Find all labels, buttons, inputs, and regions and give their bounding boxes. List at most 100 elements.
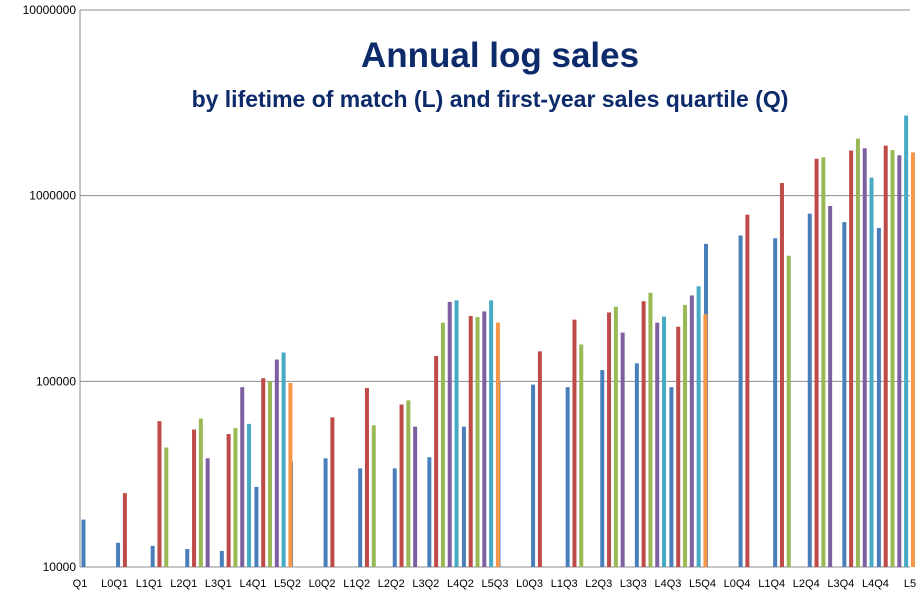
bar (779, 183, 784, 567)
bar (703, 314, 708, 567)
x-tick-label: L5Q2 (274, 578, 301, 590)
bar (669, 387, 674, 567)
bar (745, 214, 750, 568)
x-tick-label: L5Q4 (689, 578, 716, 590)
bar (440, 322, 445, 567)
bar (281, 352, 286, 567)
bar (655, 322, 660, 567)
bar (219, 550, 224, 567)
bar (689, 295, 694, 567)
chart-title: Annual log sales (360, 36, 640, 75)
bar (364, 388, 369, 567)
x-tick-label: L1Q4 (758, 578, 785, 590)
bar (489, 300, 494, 567)
bar (371, 425, 376, 567)
chart-subtitle: by lifetime of match (L) and first-year … (191, 86, 789, 112)
bar (662, 316, 667, 567)
bar (683, 304, 688, 567)
x-tick-label: L3Q2 (412, 578, 439, 590)
bar (205, 458, 210, 567)
bar (434, 355, 439, 567)
bar (849, 150, 854, 567)
y-tick-label: 10000 (43, 560, 77, 574)
bar (288, 382, 293, 567)
bar (828, 205, 833, 568)
x-tick-label: L2Q2 (378, 578, 405, 590)
bar (862, 148, 867, 568)
bar (240, 387, 245, 567)
bar (454, 300, 459, 567)
bar (198, 418, 203, 567)
bar (579, 344, 584, 567)
bar (634, 363, 639, 567)
x-tick-label: L0Q4 (724, 578, 751, 590)
bar (274, 359, 279, 567)
y-tick-label: 100000 (36, 374, 76, 388)
bar (696, 286, 701, 567)
bar (738, 235, 743, 568)
bar (495, 322, 500, 567)
bar (786, 255, 791, 567)
bar (904, 115, 909, 568)
x-tick-label: Q1 (73, 578, 88, 590)
gridlines (80, 9, 910, 568)
y-tick-labels: 10000 100000 1000000 10000000 (23, 3, 77, 574)
x-tick-label: L2Q1 (170, 578, 197, 590)
bar (648, 292, 653, 567)
x-tick-label: L3Q3 (620, 578, 647, 590)
bar (468, 315, 473, 567)
x-tick-label: L1Q3 (551, 578, 578, 590)
bar (475, 317, 480, 567)
x-tick-label: L5Q3 (482, 578, 509, 590)
bar (254, 486, 259, 567)
bar (323, 458, 328, 567)
bar (116, 542, 121, 567)
x-tick-label: L2Q4 (793, 578, 820, 590)
bar (842, 222, 847, 567)
bar (427, 457, 432, 567)
y-tick-label: 10000000 (23, 3, 77, 17)
bar (890, 150, 895, 568)
y-tick-label: 1000000 (29, 189, 76, 203)
bar (81, 519, 86, 567)
x-tick-label: L4Q4 (862, 578, 889, 590)
bar (122, 493, 127, 567)
bar (821, 157, 826, 567)
bar (910, 152, 915, 568)
bar (814, 158, 819, 568)
x-tick-labels: Q1 L0Q1 L1Q1 L2Q1 L3Q1 L4Q1 L5Q2 L0Q2 L1Q2 L2Q2 L3… (73, 578, 916, 590)
x-tick-label: L1Q2 (343, 578, 370, 590)
bar (773, 238, 778, 568)
bar (447, 301, 452, 567)
bar (855, 138, 860, 568)
x-tick-label: L4Q3 (654, 578, 681, 590)
bar (392, 468, 397, 567)
bar (572, 319, 577, 567)
x-tick-label: L4Q1 (239, 578, 266, 590)
bar (358, 468, 363, 567)
x-tick-label: L1Q1 (136, 578, 163, 590)
x-tick-label: L0Q1 (101, 578, 128, 590)
bar (461, 426, 466, 567)
x-tick-label: L0Q3 (516, 578, 543, 590)
bar (807, 213, 812, 568)
bar (413, 426, 418, 567)
bar (157, 421, 162, 567)
bar (261, 378, 266, 567)
bar (641, 301, 646, 567)
bar (247, 423, 252, 567)
bar (164, 447, 169, 567)
bar (869, 177, 874, 567)
bar (897, 155, 902, 567)
bar (192, 429, 197, 567)
x-tick-label: L4Q2 (447, 578, 474, 590)
x-tick-label: L0Q2 (309, 578, 336, 590)
bars (81, 115, 915, 568)
bar (600, 370, 605, 567)
x-tick-label: L2Q3 (585, 578, 612, 590)
bar (330, 417, 335, 567)
bar (233, 428, 238, 567)
bar (226, 434, 231, 567)
x-tick-label: L3Q4 (827, 578, 854, 590)
